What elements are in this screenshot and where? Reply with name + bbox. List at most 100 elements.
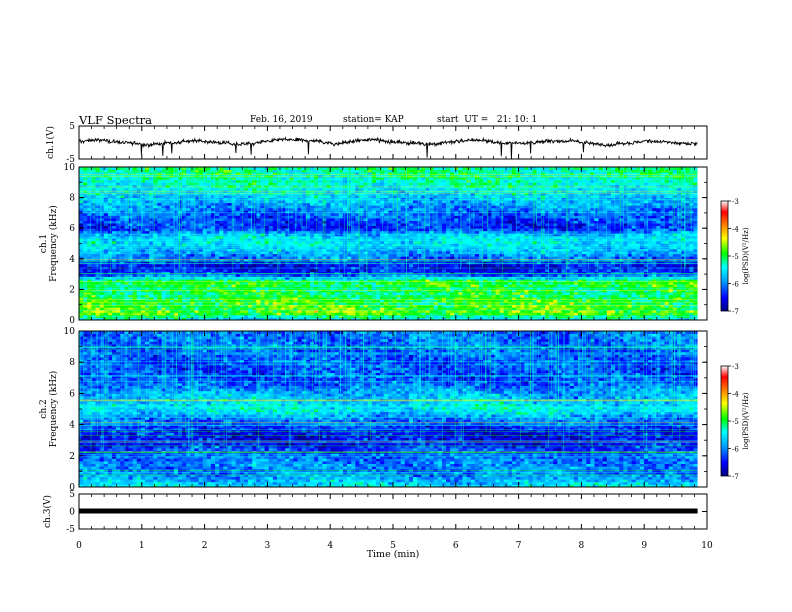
- ch1-spectrogram-cell: [177, 309, 183, 313]
- ch1-spectrogram-cell: [503, 299, 509, 303]
- ch1-spectrogram-cell: [272, 302, 278, 306]
- ch1-spectrogram-cell: [590, 294, 595, 298]
- ch1-spectrogram-cell: [425, 240, 430, 244]
- ch1-spectrogram-cell: [314, 297, 319, 300]
- ch1-spectrogram-cell: [268, 243, 274, 247]
- ch1-spectrogram-cell: [672, 261, 678, 265]
- ch1-spectrogram-cell: [664, 240, 670, 244]
- ch1-spectrogram-cell: [91, 279, 96, 283]
- ch1-spectrogram-cell: [557, 276, 562, 280]
- ch1-spectrogram-cell: [433, 261, 439, 265]
- ch1-spectrogram-cell: [305, 309, 311, 313]
- ch1-spectrogram-cell: [532, 294, 538, 298]
- ch1-spectrogram-cell: [375, 238, 381, 242]
- ch1-spectrogram-cell: [643, 238, 649, 242]
- ch1-spectrogram-cell: [124, 269, 129, 272]
- ch1-spectrogram-cell: [524, 297, 529, 300]
- ch1-spectrogram-cell: [404, 317, 410, 321]
- ch1-spectrogram-cell: [223, 238, 228, 242]
- ch1-spectrogram-cell: [107, 307, 113, 311]
- ch1-spectrogram-cell: [598, 307, 604, 311]
- ch1-spectrogram-cell: [289, 269, 294, 272]
- ch1-spectrogram-cell: [363, 284, 369, 288]
- ch1-spectrogram-cell: [635, 276, 641, 280]
- ch1-spectrogram-cell: [441, 243, 447, 247]
- ch1-spectrogram-cell: [91, 291, 96, 295]
- ch1-spectrogram-cell: [503, 281, 509, 285]
- ch1-spectrogram-cell: [186, 297, 191, 300]
- ch1-spectrogram-cell: [210, 279, 216, 283]
- ch1-spectrogram-cell: [388, 297, 393, 300]
- ch1-spectrogram-cell: [466, 238, 472, 242]
- ch1-spectrogram-cell: [355, 307, 360, 311]
- ch1-spectrogram-cell: [276, 279, 282, 283]
- ch1-spectrogram-cell: [689, 281, 694, 285]
- ch1-spectrogram-cell: [132, 291, 138, 295]
- ch1-spectrogram-cell: [309, 294, 315, 298]
- ch1-spectrogram-cell: [553, 253, 558, 257]
- ch1-spectrogram-cell: [161, 248, 166, 252]
- ch1-spectrogram-cell: [594, 294, 599, 298]
- ch1-spectrogram-cell: [569, 253, 575, 257]
- ch1-spectrogram-cell: [380, 274, 385, 278]
- ch1-spectrogram-cell: [573, 261, 579, 265]
- ch1-spectrogram-cell: [388, 256, 393, 260]
- ch1-spectrogram-cell: [425, 307, 430, 311]
- ch1-spectrogram-cell: [169, 240, 175, 244]
- ch1-spectrogram-cell: [194, 291, 199, 295]
- ch1-spectrogram-cell: [499, 284, 505, 288]
- ch1-spectrogram-cell: [169, 238, 175, 242]
- ch1-spectrogram-cell: [462, 299, 468, 303]
- ch1-spectrogram-cell: [466, 261, 472, 265]
- ch1-spectrogram-cell: [565, 279, 571, 283]
- ch1-spectrogram-cell: [149, 304, 154, 308]
- ch1-spectrogram-cell: [664, 289, 670, 293]
- ch1-spectrogram-cell: [79, 253, 84, 257]
- ch1-spectrogram-cell: [132, 274, 138, 278]
- ch1-spectrogram-cell: [157, 243, 162, 247]
- ch1-spectrogram-cell: [231, 261, 237, 265]
- ch1-spectrogram-cell: [462, 251, 468, 255]
- ch1-spectrogram-cell: [425, 299, 430, 303]
- ch1-spectrogram-cell: [322, 281, 327, 285]
- ch1-spectrogram-cell: [425, 304, 430, 308]
- ch1-spectrogram-cell: [227, 235, 232, 239]
- ch1-spectrogram-cell: [479, 269, 484, 272]
- ch1-spectrogram-cell: [227, 299, 232, 303]
- ch1-spectrogram-cell: [157, 263, 162, 267]
- ch1-spectrogram-cell: [268, 302, 274, 306]
- ch1-spectrogram-cell: [351, 299, 356, 303]
- ch1-spectrogram-cell: [479, 279, 484, 283]
- ch1-spectrogram-cell: [173, 276, 179, 280]
- ch1-spectrogram-cell: [569, 291, 575, 295]
- ch1-spectrogram-cell: [380, 281, 385, 285]
- ch1-spectrogram-cell: [689, 317, 694, 321]
- ch1-spectrogram-cell: [668, 256, 674, 260]
- ch1-spectrogram-cell: [231, 291, 237, 295]
- ch1-spectrogram-cell: [248, 253, 253, 257]
- ch1-spectrogram-cell: [516, 304, 521, 308]
- ch1-spectrogram-cell: [450, 302, 455, 306]
- ch1-spectrogram-cell: [565, 276, 571, 280]
- ch1-spectrogram-cell: [565, 253, 571, 257]
- ch1-spectrogram-cell: [268, 276, 274, 280]
- ch1-spectrogram-cell: [202, 281, 208, 285]
- ch1-spectrogram-cell: [491, 261, 496, 265]
- ch1-spectrogram-cell: [413, 304, 418, 308]
- ch1-spectrogram-cell: [479, 304, 484, 308]
- ch1-spectrogram-cell: [314, 256, 319, 260]
- ch1-spectrogram-cell: [429, 297, 435, 300]
- ch1-spectrogram-cell: [466, 284, 472, 288]
- ch1-spectrogram-cell: [495, 248, 501, 252]
- ch1-spectrogram-cell: [652, 276, 657, 280]
- ch1-spectrogram-cell: [140, 248, 146, 252]
- ch1-spectrogram-cell: [681, 281, 686, 285]
- ch1-spectrogram-cell: [107, 312, 113, 316]
- ch1-spectrogram-cell: [549, 317, 554, 321]
- ch1-spectrogram-cell: [305, 317, 311, 321]
- ch1-spectrogram-cell: [631, 299, 637, 303]
- ch1-spectrogram-cell: [91, 304, 96, 308]
- ch1-spectrogram-cell: [429, 253, 435, 257]
- ch1-spectrogram-cell: [520, 238, 525, 242]
- ch1-spectrogram-cell: [301, 240, 307, 244]
